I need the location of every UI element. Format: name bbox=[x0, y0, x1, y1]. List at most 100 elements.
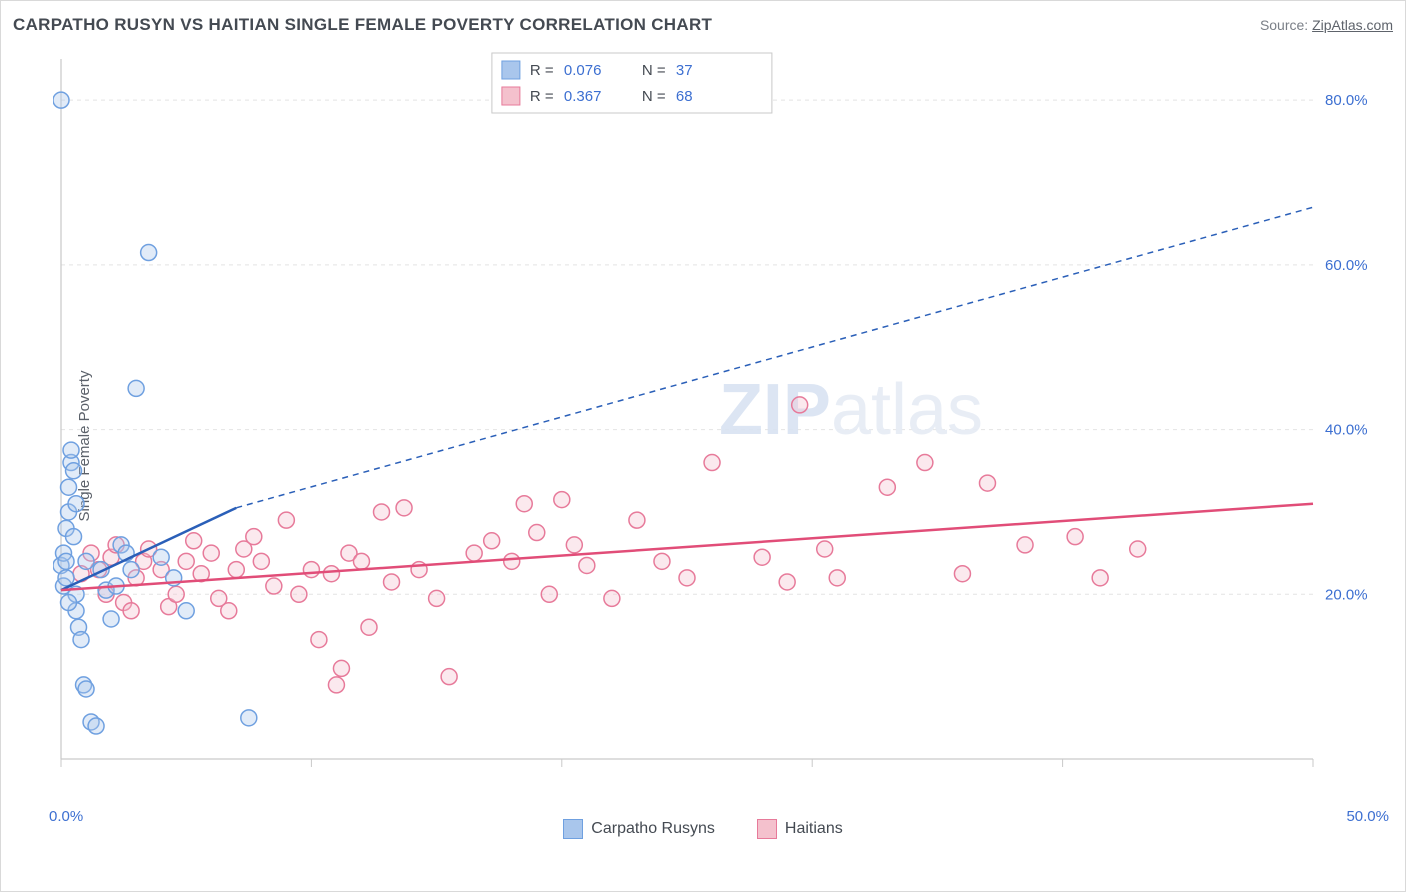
svg-text:80.0%: 80.0% bbox=[1325, 92, 1368, 109]
chart-title: CARPATHO RUSYN VS HAITIAN SINGLE FEMALE … bbox=[13, 15, 712, 35]
source-site[interactable]: ZipAtlas.com bbox=[1312, 17, 1393, 33]
data-point bbox=[484, 533, 500, 549]
data-point bbox=[58, 553, 74, 569]
trend-line-extrapolated bbox=[236, 207, 1313, 508]
data-point bbox=[361, 619, 377, 635]
data-point bbox=[88, 718, 104, 734]
svg-text:60.0%: 60.0% bbox=[1325, 257, 1368, 274]
data-point bbox=[58, 570, 74, 586]
data-point bbox=[917, 455, 933, 471]
svg-text:68: 68 bbox=[676, 88, 693, 105]
data-point bbox=[629, 512, 645, 528]
title-bar: CARPATHO RUSYN VS HAITIAN SINGLE FEMALE … bbox=[13, 11, 1393, 39]
svg-text:0.367: 0.367 bbox=[564, 88, 602, 105]
svg-text:N =: N = bbox=[642, 88, 666, 105]
data-point bbox=[516, 496, 532, 512]
data-point bbox=[396, 500, 412, 516]
data-point bbox=[178, 553, 194, 569]
chart-container: CARPATHO RUSYN VS HAITIAN SINGLE FEMALE … bbox=[0, 0, 1406, 892]
data-point bbox=[311, 632, 327, 648]
data-point bbox=[128, 380, 144, 396]
data-point bbox=[241, 710, 257, 726]
svg-text:R =: R = bbox=[530, 62, 554, 79]
data-point bbox=[654, 553, 670, 569]
legend-item-haitians: Haitians bbox=[757, 819, 843, 839]
data-point bbox=[78, 553, 94, 569]
data-point bbox=[817, 541, 833, 557]
data-point bbox=[333, 660, 349, 676]
data-point bbox=[384, 574, 400, 590]
legend-swatch-icon bbox=[502, 87, 520, 105]
data-point bbox=[1017, 537, 1033, 553]
data-point bbox=[754, 549, 770, 565]
data-point bbox=[61, 479, 77, 495]
data-point bbox=[123, 562, 139, 578]
data-point bbox=[153, 549, 169, 565]
data-point bbox=[63, 442, 79, 458]
svg-text:R =: R = bbox=[530, 88, 554, 105]
legend-label: Carpatho Rusyns bbox=[591, 820, 715, 838]
data-point bbox=[374, 504, 390, 520]
svg-text:0.076: 0.076 bbox=[564, 62, 602, 79]
data-point bbox=[246, 529, 262, 545]
data-point bbox=[168, 586, 184, 602]
source-credit: Source: ZipAtlas.com bbox=[1260, 17, 1393, 33]
data-point bbox=[221, 603, 237, 619]
data-point bbox=[53, 92, 69, 108]
data-point bbox=[779, 574, 795, 590]
data-point bbox=[123, 603, 139, 619]
bottom-legend: Carpatho Rusyns Haitians bbox=[1, 819, 1405, 839]
legend-swatch-icon bbox=[502, 61, 520, 79]
svg-text:N =: N = bbox=[642, 62, 666, 79]
svg-text:20.0%: 20.0% bbox=[1325, 586, 1368, 603]
data-point bbox=[353, 553, 369, 569]
data-point bbox=[704, 455, 720, 471]
data-point bbox=[103, 611, 119, 627]
data-point bbox=[291, 586, 307, 602]
data-point bbox=[203, 545, 219, 561]
data-point bbox=[554, 492, 570, 508]
legend-swatch-icon bbox=[757, 819, 777, 839]
data-point bbox=[792, 397, 808, 413]
data-point bbox=[954, 566, 970, 582]
source-label: Source: bbox=[1260, 17, 1312, 33]
plot-area: 20.0% 40.0% 60.0% 80.0% ZIPatlas R = 0.076 N =… bbox=[53, 49, 1383, 789]
data-point bbox=[1130, 541, 1146, 557]
data-point bbox=[73, 632, 89, 648]
data-point bbox=[66, 529, 82, 545]
legend-label: Haitians bbox=[785, 820, 843, 838]
data-point bbox=[266, 578, 282, 594]
data-point bbox=[186, 533, 202, 549]
data-point bbox=[604, 590, 620, 606]
data-point bbox=[253, 553, 269, 569]
data-point bbox=[66, 463, 82, 479]
data-point bbox=[141, 245, 157, 261]
svg-text:ZIPatlas: ZIPatlas bbox=[719, 370, 983, 450]
data-point bbox=[579, 557, 595, 573]
data-point bbox=[679, 570, 695, 586]
data-point bbox=[541, 586, 557, 602]
data-point bbox=[829, 570, 845, 586]
data-point bbox=[529, 525, 545, 541]
legend-item-carpatho: Carpatho Rusyns bbox=[563, 819, 715, 839]
data-point bbox=[879, 479, 895, 495]
data-point bbox=[278, 512, 294, 528]
legend-swatch-icon bbox=[563, 819, 583, 839]
data-point bbox=[441, 669, 457, 685]
svg-text:40.0%: 40.0% bbox=[1325, 422, 1368, 439]
svg-text:37: 37 bbox=[676, 62, 693, 79]
data-point bbox=[979, 475, 995, 491]
data-point bbox=[1067, 529, 1083, 545]
data-point bbox=[466, 545, 482, 561]
scatter-chart: 20.0% 40.0% 60.0% 80.0% ZIPatlas R = 0.076 N =… bbox=[53, 49, 1383, 789]
data-point bbox=[303, 562, 319, 578]
data-point bbox=[61, 595, 77, 611]
data-point bbox=[1092, 570, 1108, 586]
data-point bbox=[78, 681, 94, 697]
data-point bbox=[566, 537, 582, 553]
data-point bbox=[504, 553, 520, 569]
data-point bbox=[68, 496, 84, 512]
data-point bbox=[328, 677, 344, 693]
data-point bbox=[228, 562, 244, 578]
data-point bbox=[178, 603, 194, 619]
